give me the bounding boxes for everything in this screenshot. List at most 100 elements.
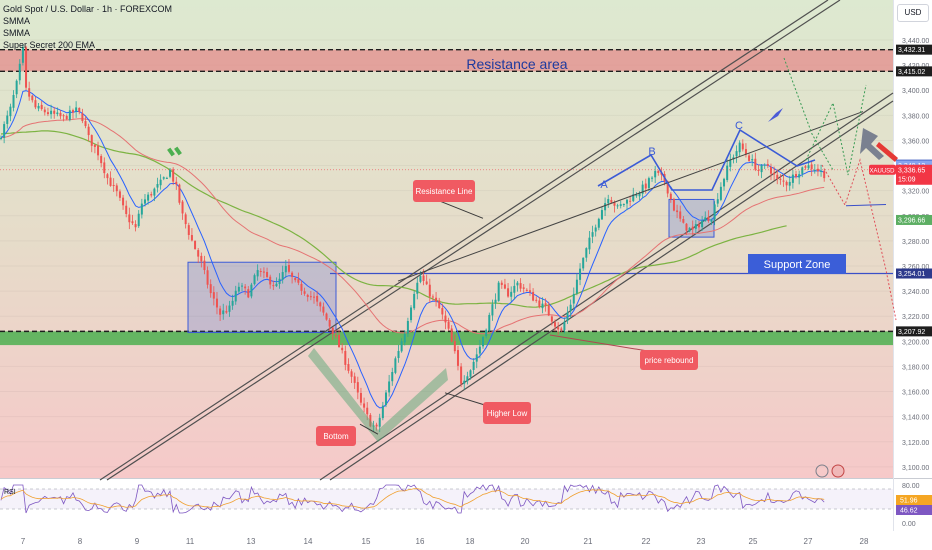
candle (563, 321, 566, 331)
rsi-value: 51.96 (900, 498, 918, 505)
candle (397, 350, 400, 359)
wave-label-c: C (735, 120, 743, 132)
candle (150, 194, 153, 196)
candle (313, 296, 315, 298)
candle (109, 177, 112, 186)
candle (253, 275, 256, 285)
candle (632, 194, 635, 202)
candle (707, 216, 710, 221)
x-tick-label: 27 (804, 537, 813, 546)
candle (275, 283, 278, 287)
y-tick-label: 3,440.00 (902, 38, 929, 45)
candle (403, 333, 406, 343)
drawings (167, 57, 898, 478)
candle (31, 95, 34, 101)
higher-low-label-bg (483, 402, 531, 424)
candle (547, 305, 550, 316)
candle (93, 144, 96, 147)
zones: Resistance area (0, 48, 893, 346)
indicator-smma-1[interactable]: SMMA (3, 16, 30, 26)
rsi-value-bg (896, 495, 932, 505)
candle (178, 184, 181, 203)
candle (394, 358, 397, 373)
candle (795, 174, 798, 177)
candle (704, 217, 707, 222)
candle (475, 354, 478, 362)
candle (287, 265, 290, 272)
y-tick-label: 3,100.00 (902, 465, 929, 472)
candle (115, 185, 118, 192)
candle (46, 112, 49, 115)
rocket-icon (768, 108, 783, 122)
rsi-value: 46.62 (900, 508, 918, 515)
candle (413, 293, 416, 309)
candle (638, 192, 641, 197)
rsi-ma-line (0, 488, 825, 509)
candle (719, 186, 722, 200)
candle (59, 112, 62, 117)
x-tick-label: 8 (78, 537, 83, 546)
candle (81, 113, 84, 122)
candle (503, 284, 506, 289)
candle (3, 124, 6, 138)
resistance-line-label-bg (413, 180, 475, 202)
price-label-bg (896, 268, 932, 279)
candle (801, 167, 804, 174)
candle (134, 224, 137, 228)
candle (75, 107, 78, 112)
candle (463, 380, 466, 384)
grid-lines (0, 39, 893, 468)
currency-button[interactable]: USD (897, 4, 929, 22)
candle (773, 172, 776, 175)
candle (729, 159, 732, 167)
price-label: 3,296.66 (898, 217, 925, 224)
candle (469, 370, 472, 377)
projection-down-red (821, 158, 897, 321)
candle (197, 250, 200, 257)
candle (172, 169, 175, 182)
candle (341, 347, 344, 351)
candle (528, 290, 531, 292)
candle (78, 107, 81, 113)
candle (350, 371, 353, 377)
y-tick-label: 3,200.00 (902, 339, 929, 346)
x-tick-label: 18 (466, 537, 475, 546)
y-tick-label: 3,140.00 (902, 415, 929, 422)
candle (375, 424, 378, 427)
candle (297, 279, 300, 283)
upper-channel-line-2 (106, 0, 841, 481)
candle (572, 293, 575, 304)
candle (713, 204, 716, 220)
x-tick-label: 9 (135, 537, 140, 546)
indicator-ema-200[interactable]: Super Secret 200 EMA (3, 40, 96, 50)
lower-channel-line-2 (319, 92, 894, 481)
candle (278, 278, 281, 284)
candle (453, 341, 456, 352)
price-time-label: 15:09 (898, 176, 916, 183)
marker-icon (167, 147, 175, 157)
candle (763, 164, 766, 166)
candle (525, 289, 528, 291)
price-label: 3,415.02 (898, 69, 925, 76)
time-axis: 7 8 9 11 13 14 15 16 18 20 21 22 23 25 27 28 (21, 537, 869, 546)
indicator-smma-2[interactable]: SMMA (3, 28, 30, 38)
candle (488, 314, 491, 331)
candle (447, 321, 450, 329)
candle (165, 177, 168, 179)
rsi-value-bg (896, 505, 932, 515)
candle (456, 350, 459, 366)
candle (723, 178, 726, 187)
candle (228, 305, 231, 312)
price-label-bg (896, 326, 932, 337)
candle (56, 112, 59, 115)
candle (325, 313, 328, 320)
bottom-label: Bottom (323, 432, 349, 441)
candles (0, 43, 826, 433)
higher-low-label: Higher Low (487, 409, 528, 418)
candle (40, 104, 43, 110)
candle (450, 328, 453, 342)
candle (541, 303, 544, 309)
candle (738, 142, 741, 153)
candle (331, 327, 334, 335)
